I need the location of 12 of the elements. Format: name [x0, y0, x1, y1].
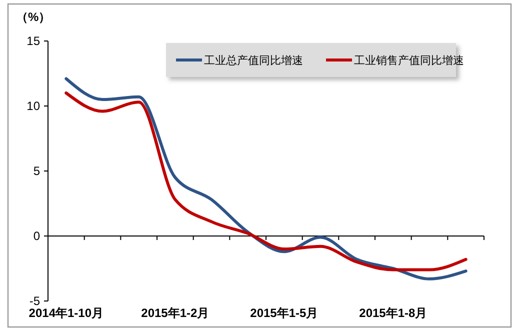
y-tick-label: -5	[29, 294, 40, 308]
y-tick-label: 10	[26, 99, 40, 114]
legend-label: 工业销售产值同比增速	[354, 54, 464, 67]
y-tick-label: 5	[33, 164, 40, 178]
x-tick-label: 2014年1-10月	[28, 306, 104, 320]
y-tick-label: 0	[33, 229, 40, 244]
y-axis-title: （%）	[16, 10, 51, 24]
y-tick-label: 15	[26, 34, 40, 48]
x-tick-label: 2015年1-5月	[250, 306, 318, 320]
x-tick-label: 2015年1-2月	[141, 306, 210, 320]
x-tick-label: 2015年1-8月	[359, 306, 428, 320]
legend-label: 工业总产值同比增速	[204, 54, 303, 67]
